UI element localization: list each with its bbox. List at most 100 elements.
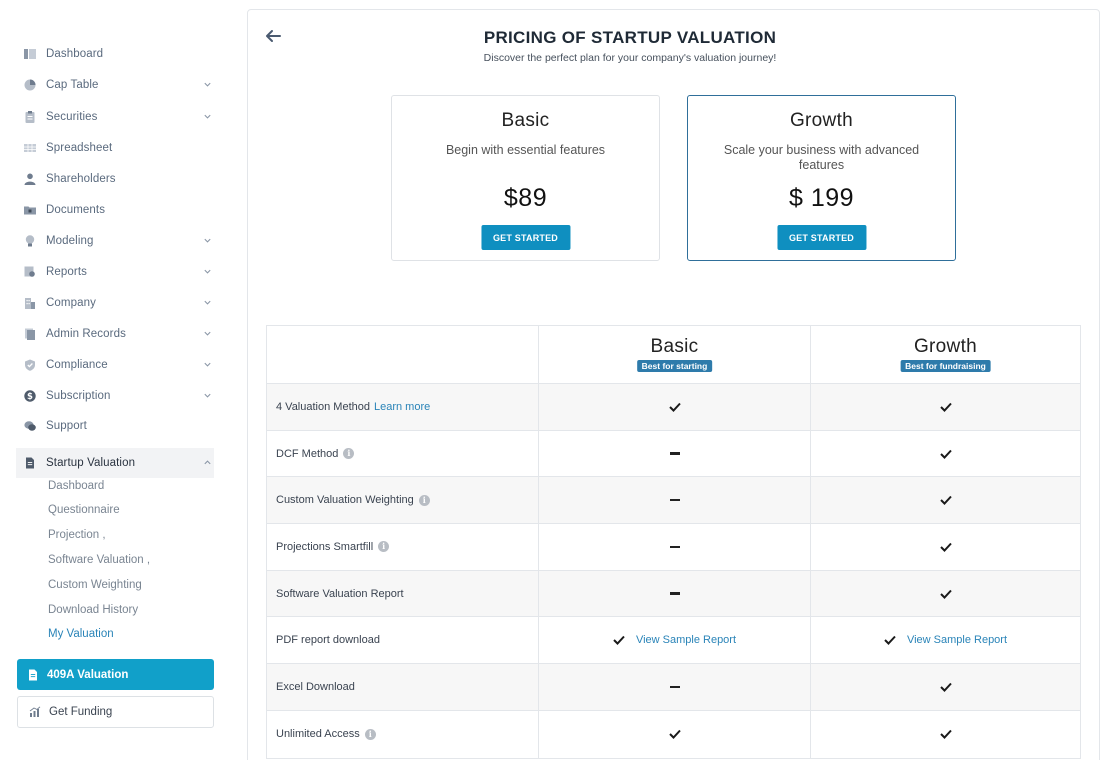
chevron-down-icon — [204, 362, 211, 367]
sidebar-item-label: Securities — [46, 111, 98, 123]
chevron-down-icon — [204, 331, 211, 336]
chat-icon — [24, 420, 36, 432]
sidebar-subitem-projection[interactable]: Projection , — [48, 529, 106, 541]
check-icon — [668, 402, 681, 412]
sidebar-item-compliance[interactable]: Compliance — [16, 350, 214, 380]
chevron-down-icon — [204, 393, 211, 398]
info-icon[interactable]: i — [418, 494, 430, 506]
plan-description: Scale your business with advanced featur… — [723, 143, 920, 172]
sidebar-item-spreadsheet[interactable]: Spreadsheet — [16, 133, 214, 163]
check-icon — [939, 542, 952, 552]
get-started-basic-button[interactable]: GET STARTED — [480, 225, 571, 250]
check-icon — [668, 729, 681, 740]
sidebar-subitem-software-valuation[interactable]: Software Valuation , — [48, 554, 151, 566]
basic-cell — [538, 524, 810, 570]
shield-icon — [24, 359, 36, 371]
info-icon[interactable]: i — [343, 448, 355, 460]
409a-valuation-button[interactable]: 409A Valuation — [17, 659, 214, 690]
sidebar-item-securities[interactable]: Securities — [16, 102, 214, 132]
sidebar-subitem-custom-weighting[interactable]: Custom Weighting — [48, 579, 142, 591]
sidebar-item-support[interactable]: Support — [16, 411, 214, 441]
sidebar-item-admin-records[interactable]: Admin Records — [16, 319, 214, 349]
pie-chart-icon — [24, 79, 36, 91]
document-icon — [28, 669, 38, 681]
table-row: PDF report download View Sample Report Vie… — [267, 617, 1080, 665]
view-sample-report-link[interactable]: View Sample Report — [906, 634, 1008, 647]
sidebar-item-shareholders[interactable]: Shareholders — [16, 164, 214, 194]
plan-badge: Best for fundraising — [900, 360, 991, 372]
sidebar-subitem-download-history[interactable]: Download History — [48, 604, 139, 616]
basic-cell: View Sample Report — [538, 617, 810, 664]
chevron-down-icon — [204, 269, 211, 274]
sidebar-item-subscription[interactable]: $ Subscription — [16, 381, 214, 411]
plan-name: Basic — [501, 110, 550, 131]
growth-cell — [810, 524, 1080, 570]
sidebar-subitem-my-valuation[interactable]: My Valuation — [48, 628, 114, 640]
sidebar-subitem-questionnaire[interactable]: Questionnaire — [48, 504, 120, 516]
table-row: Projections Smartfill i — [267, 524, 1080, 571]
bulb-icon — [24, 235, 36, 247]
sidebar-item-label: Company — [46, 297, 96, 309]
table-row: Unlimited Access i — [267, 710, 1080, 758]
check-icon — [939, 402, 952, 412]
basic-cell — [538, 570, 810, 617]
sidebar-item-startup-valuation[interactable]: Startup Valuation — [16, 448, 214, 478]
table-row: Software Valuation Report — [267, 570, 1080, 618]
column-plan-name: Basic — [650, 336, 699, 357]
check-icon — [939, 449, 952, 459]
feature-cell: Projections Smartfill i — [267, 524, 538, 570]
sidebar-subitem-dashboard[interactable]: Dashboard — [48, 480, 105, 492]
sidebar-item-cap-table[interactable]: Cap Table — [16, 70, 214, 100]
page-title: PRICING OF STARTUP VALUATION — [483, 28, 777, 47]
clipboard-icon — [24, 111, 36, 123]
building-icon — [24, 297, 36, 309]
growth-cell — [810, 710, 1080, 758]
check-icon — [939, 729, 952, 740]
sidebar-item-documents[interactable]: Documents — [16, 195, 214, 225]
page-subtitle: Discover the perfect plan for your compa… — [483, 52, 777, 64]
sidebar-item-reports[interactable]: Reports — [16, 257, 214, 287]
feature-cell: 4 Valuation Method Learn more — [267, 384, 538, 430]
growth-cell — [810, 477, 1080, 524]
sidebar-item-company[interactable]: Company — [16, 288, 214, 318]
records-icon — [24, 328, 36, 340]
sidebar-item-label: Support — [46, 420, 87, 432]
feature-cell: Excel Download — [267, 664, 538, 710]
growth-chart-icon — [29, 706, 41, 718]
growth-cell — [810, 664, 1080, 710]
view-sample-report-link[interactable]: View Sample Report — [635, 634, 737, 647]
learn-more-link[interactable]: Learn more — [373, 400, 431, 413]
info-icon[interactable]: i — [378, 541, 390, 553]
dash-icon — [669, 592, 680, 595]
sidebar-item-label: Modeling — [46, 235, 94, 247]
chevron-up-icon — [204, 460, 211, 465]
back-arrow-icon[interactable] — [264, 28, 282, 44]
header-basic: Basic Best for starting — [538, 326, 810, 383]
sidebar-item-label: Dashboard — [46, 48, 104, 60]
header-growth: Growth Best for fundraising — [810, 326, 1080, 383]
sidebar-item-label: Spreadsheet — [46, 142, 113, 154]
info-icon[interactable]: i — [364, 728, 376, 740]
column-plan-name: Growth — [913, 336, 978, 357]
growth-cell — [810, 570, 1080, 617]
get-funding-label: Get Funding — [49, 706, 113, 718]
table-row: Custom Valuation Weighting i — [267, 477, 1080, 525]
feature-label: PDF report download — [276, 634, 380, 647]
chevron-down-icon — [204, 114, 211, 119]
feature-comparison-table: Basic Best for starting Growth Best for … — [266, 325, 1081, 759]
plan-badge: Best for starting — [636, 360, 713, 372]
basic-cell — [538, 430, 810, 477]
get-funding-button[interactable]: Get Funding — [17, 696, 214, 728]
sidebar-item-label: Subscription — [46, 390, 111, 402]
basic-cell — [538, 664, 810, 710]
get-started-growth-button[interactable]: GET STARTED — [776, 225, 867, 250]
409a-valuation-label: 409A Valuation — [47, 668, 129, 681]
sidebar-item-modeling[interactable]: Modeling — [16, 226, 214, 256]
dash-icon — [669, 498, 680, 502]
feature-cell: Custom Valuation Weighting i — [267, 477, 538, 523]
sidebar-item-label: Documents — [46, 204, 106, 216]
sidebar-item-label: Reports — [46, 266, 87, 278]
sidebar-item-dashboard[interactable]: Dashboard — [16, 39, 214, 69]
dash-icon — [669, 545, 680, 549]
sidebar-item-label: Admin Records — [46, 328, 126, 340]
